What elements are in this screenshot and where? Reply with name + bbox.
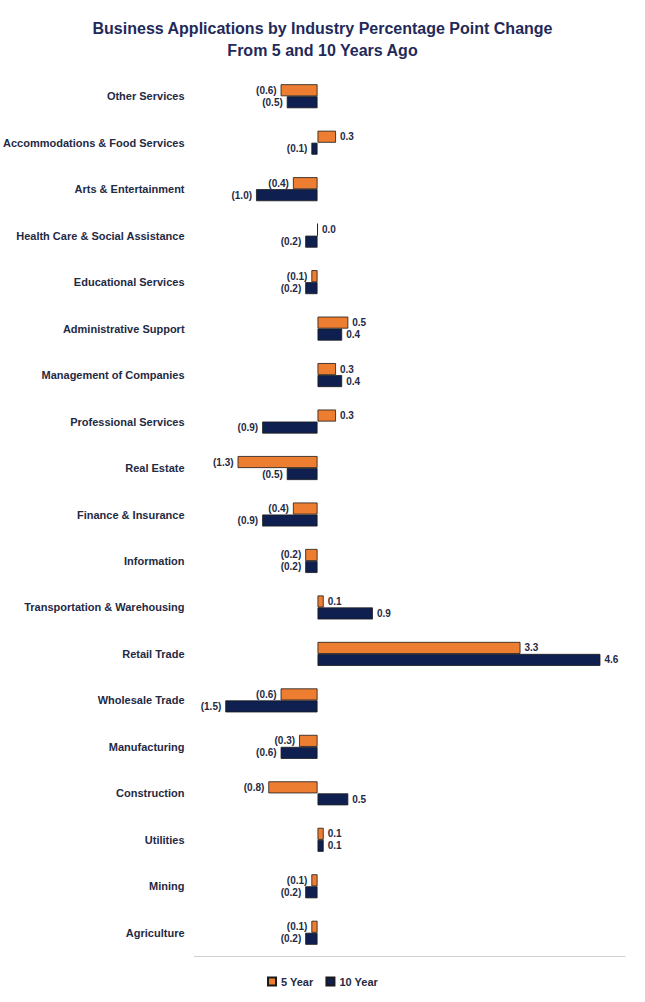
svg-text:0.5: 0.5 [352, 794, 366, 805]
svg-text:Professional Services: Professional Services [70, 416, 184, 428]
svg-text:0.9: 0.9 [377, 608, 391, 619]
svg-text:(0.2): (0.2) [281, 549, 302, 560]
svg-text:(1.3): (1.3) [213, 457, 234, 468]
svg-text:(0.1): (0.1) [287, 143, 308, 154]
svg-text:(0.1): (0.1) [287, 271, 308, 282]
svg-text:(0.1): (0.1) [287, 921, 308, 932]
svg-text:0.4: 0.4 [346, 329, 360, 340]
svg-text:3.3: 3.3 [524, 642, 538, 653]
svg-text:Management of Companies: Management of Companies [42, 369, 185, 381]
svg-text:Mining: Mining [149, 880, 184, 892]
svg-text:(0.2): (0.2) [281, 561, 302, 572]
svg-text:(0.4): (0.4) [268, 178, 289, 189]
svg-text:(0.6): (0.6) [256, 85, 277, 96]
svg-text:5 Year: 5 Year [281, 976, 314, 988]
svg-text:Real Estate: Real Estate [125, 462, 184, 474]
svg-text:0.1: 0.1 [328, 596, 342, 607]
svg-text:From 5 and 10 Years Ago: From 5 and 10 Years Ago [227, 42, 418, 59]
svg-text:Health Care & Social Assistanc: Health Care & Social Assistance [16, 230, 184, 242]
svg-text:Retail Trade: Retail Trade [122, 648, 184, 660]
svg-text:(0.6): (0.6) [256, 689, 277, 700]
svg-text:(0.1): (0.1) [287, 875, 308, 886]
svg-text:0.5: 0.5 [352, 317, 366, 328]
svg-text:(0.5): (0.5) [262, 469, 283, 480]
svg-text:Other Services: Other Services [107, 90, 185, 102]
svg-text:(0.2): (0.2) [281, 933, 302, 944]
svg-text:(1.0): (1.0) [231, 190, 252, 201]
svg-text:(0.2): (0.2) [281, 236, 302, 247]
svg-text:Agriculture: Agriculture [126, 927, 185, 939]
svg-text:0.3: 0.3 [340, 131, 354, 142]
svg-text:Manufacturing: Manufacturing [109, 741, 185, 753]
svg-text:Construction: Construction [116, 787, 185, 799]
svg-text:(0.2): (0.2) [281, 887, 302, 898]
svg-text:(0.6): (0.6) [256, 747, 277, 758]
svg-text:(0.2): (0.2) [281, 283, 302, 294]
svg-text:Finance & Insurance: Finance & Insurance [77, 509, 185, 521]
svg-text:Accommodations & Food Services: Accommodations & Food Services [3, 137, 185, 149]
svg-text:0.3: 0.3 [340, 410, 354, 421]
svg-text:0.1: 0.1 [328, 828, 342, 839]
svg-text:4.6: 4.6 [604, 654, 618, 665]
svg-text:0.0: 0.0 [322, 224, 336, 235]
svg-text:0.1: 0.1 [328, 840, 342, 851]
svg-text:0.4: 0.4 [346, 376, 360, 387]
svg-text:Utilities: Utilities [145, 834, 185, 846]
svg-text:Wholesale Trade: Wholesale Trade [98, 694, 185, 706]
svg-text:(0.8): (0.8) [244, 782, 265, 793]
svg-text:(0.9): (0.9) [238, 515, 259, 526]
svg-text:Administrative Support: Administrative Support [63, 323, 185, 335]
svg-text:Information: Information [124, 555, 185, 567]
svg-text:Business Applications by Indus: Business Applications by Industry Percen… [93, 20, 553, 37]
svg-text:10 Year: 10 Year [339, 976, 378, 988]
svg-text:(0.3): (0.3) [275, 735, 296, 746]
svg-text:(0.4): (0.4) [268, 503, 289, 514]
svg-text:Transportation & Warehousing: Transportation & Warehousing [24, 601, 184, 613]
svg-text:0.3: 0.3 [340, 364, 354, 375]
svg-text:(0.9): (0.9) [238, 422, 259, 433]
svg-text:Educational Services: Educational Services [74, 276, 185, 288]
svg-text:(1.5): (1.5) [201, 701, 222, 712]
svg-text:Arts & Entertainment: Arts & Entertainment [75, 183, 185, 195]
svg-text:(0.5): (0.5) [262, 97, 283, 108]
